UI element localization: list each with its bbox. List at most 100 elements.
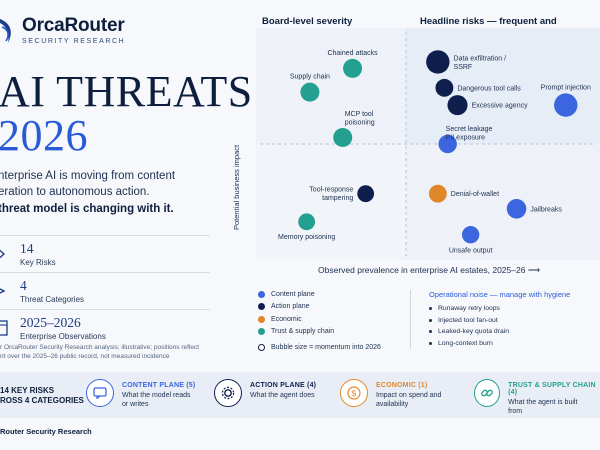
bubble-7 [447,95,468,116]
divider [0,235,210,236]
stat-number: 2025–2026 [20,314,81,330]
page-title: AI THREATS 2026 [0,70,253,158]
stat-observations: 2025–2026 Enterprise Observations [0,310,224,346]
footnote-line-2: nt over the 2025–26 public record, not m… [0,353,170,360]
bubble-9 [438,134,457,154]
category-title: ECONOMIC (1) [376,382,428,389]
band-lead-line-2: ROSS 4 CATEGORIES [0,396,84,405]
bubble-10 [428,184,447,203]
stat-threat-categories: 4 Threat Categories [0,273,224,309]
legend-swatch [258,303,265,311]
legend-bubble-note: Bubble size = momentum into 2026 [258,341,381,354]
bubble-11 [506,199,527,219]
legend-swatch [258,328,265,336]
bubble-label-11: Jailbreaks [530,206,562,213]
legend-label: Economic [271,315,302,323]
bubble-label-7: Excessive agency [472,103,529,110]
svg-text:$: $ [351,389,357,399]
operational-noise-panel: Operational noise — manage with hygiene … [410,290,600,349]
x-axis-label: Observed prevalence in enterprise AI est… [318,265,540,276]
legend-label: Trust & supply chain [271,328,335,336]
category-title: TRUST & SUPPLY CHAIN (4) [508,382,596,396]
band-lead: 14 KEY RISKS ROSS 4 CATEGORIES [0,386,84,406]
orca-logo-icon [0,18,11,43]
lede-line-2: eration to autonomous action. [0,186,150,198]
brand-name: OrcaRouter [22,15,125,36]
chat-icon [86,379,114,407]
bubble-label-12: Unsafe output [449,247,493,254]
list-item: Leaked-key quota drain [429,326,600,338]
stat-label: Key Risks [20,257,56,267]
divider [0,272,210,273]
title-line-1: AI THREATS [0,67,253,116]
list-item: Runaway retry loops [429,303,600,315]
bubble-4 [298,213,316,231]
category-action: ACTION PLANE (4) What the agent does [214,379,322,407]
bubble-label-5: Data exfiltration / SSRF [454,55,507,71]
legend-swatch [258,315,265,323]
title-year: 2026 [0,111,88,160]
source-footnote: r OrcaRouter Security Research analysis;… [0,343,250,361]
stat-label: Threat Categories [20,294,85,304]
lede-emphasis: threat model is changing with it. [0,203,174,215]
link-icon [474,379,501,407]
dollar-icon: $ [340,379,368,407]
stat-number: 14 [20,240,34,256]
bubble-1 [300,82,320,102]
legend-item-content: Content plane [258,288,381,301]
stat-key-risks: 14 Key Risks [0,236,224,272]
list-item: Injected tool fan-out [429,315,600,327]
noise-title: Operational noise — manage with hygiene [429,290,571,299]
bubble-outline-icon [258,343,265,351]
bubble-label-6: Dangerous tool calls [457,85,521,92]
bubble-label-0: Chained attacks [327,50,378,57]
brand-subtitle: SECURITY RESEARCH [22,38,126,45]
band-lead-line-1: 14 KEY RISKS [0,386,55,395]
category-title: CONTENT PLANE (5) [122,382,196,389]
bubble-label-2: MCP tool poisoning [345,111,375,127]
gear-icon [214,379,242,407]
key-icon [0,249,6,259]
bubble-12 [461,226,480,244]
footer-brand: Router Security Research [0,427,92,436]
layers-icon [0,288,6,294]
calendar-icon [0,320,8,336]
stat-number: 4 [20,277,27,293]
footnote-line-1: r OrcaRouter Security Research analysis;… [0,344,200,351]
category-desc: What the model reads or writes [122,392,191,408]
chart-legend: Content plane Action plane Economic Trus… [258,288,381,354]
risk-quadrant-chart: Chained attacks Supply chain MCP tool poiso… [256,28,600,260]
legend-label: Content plane [271,290,315,298]
category-trust: TRUST & SUPPLY CHAIN (4) What the agent … [474,379,600,416]
legend-item-economic: Economic [258,313,381,326]
x-axis-arrow: ⟶ [527,265,540,275]
quadrant-bottom-left [256,144,406,260]
y-axis-label: Potential business impact [232,144,241,230]
category-desc: What the agent is built from [508,399,578,415]
legend-item-trust: Trust & supply chain [258,326,381,339]
legend-item-action: Action plane [258,301,381,314]
lede-line-1: nterprise AI is moving from content [0,170,176,182]
category-economic: $ ECONOMIC (1) Impact on spend and avail… [340,379,448,409]
bubble-3 [357,185,375,203]
category-desc: Impact on spend and availability [376,392,442,408]
bubble-label-9: Secret leakage PII exposure [446,126,493,141]
bubble-label-3: Tool-response tampering [309,187,353,203]
y-axis-arrow: ↑ [243,94,248,105]
legend-label: Action plane [271,303,310,311]
x-axis-label-text: Observed prevalence in enterprise AI est… [318,265,526,275]
divider [0,309,210,310]
bubble-0 [343,58,363,78]
bubble-5 [426,50,450,74]
bubble-label-10: Denial-of-wallet [451,191,499,198]
legend-swatch [258,290,265,298]
lede-text: nterprise AI is moving from content erat… [0,168,238,200]
stat-label: Enterprise Observations [20,331,106,341]
category-content: CONTENT PLANE (5) What the model reads o… [86,379,195,409]
brand-logo: OrcaRouter SECURITY RESEARCH [0,16,125,45]
category-title: ACTION PLANE (4) [250,382,317,389]
quadrant-title-left: Board-level severity [262,16,353,27]
bubble-label-4: Memory poisoning [278,234,335,241]
legend-label: Bubble size = momentum into 2026 [271,343,381,351]
bubble-label-8: Prompt injection [541,84,591,91]
